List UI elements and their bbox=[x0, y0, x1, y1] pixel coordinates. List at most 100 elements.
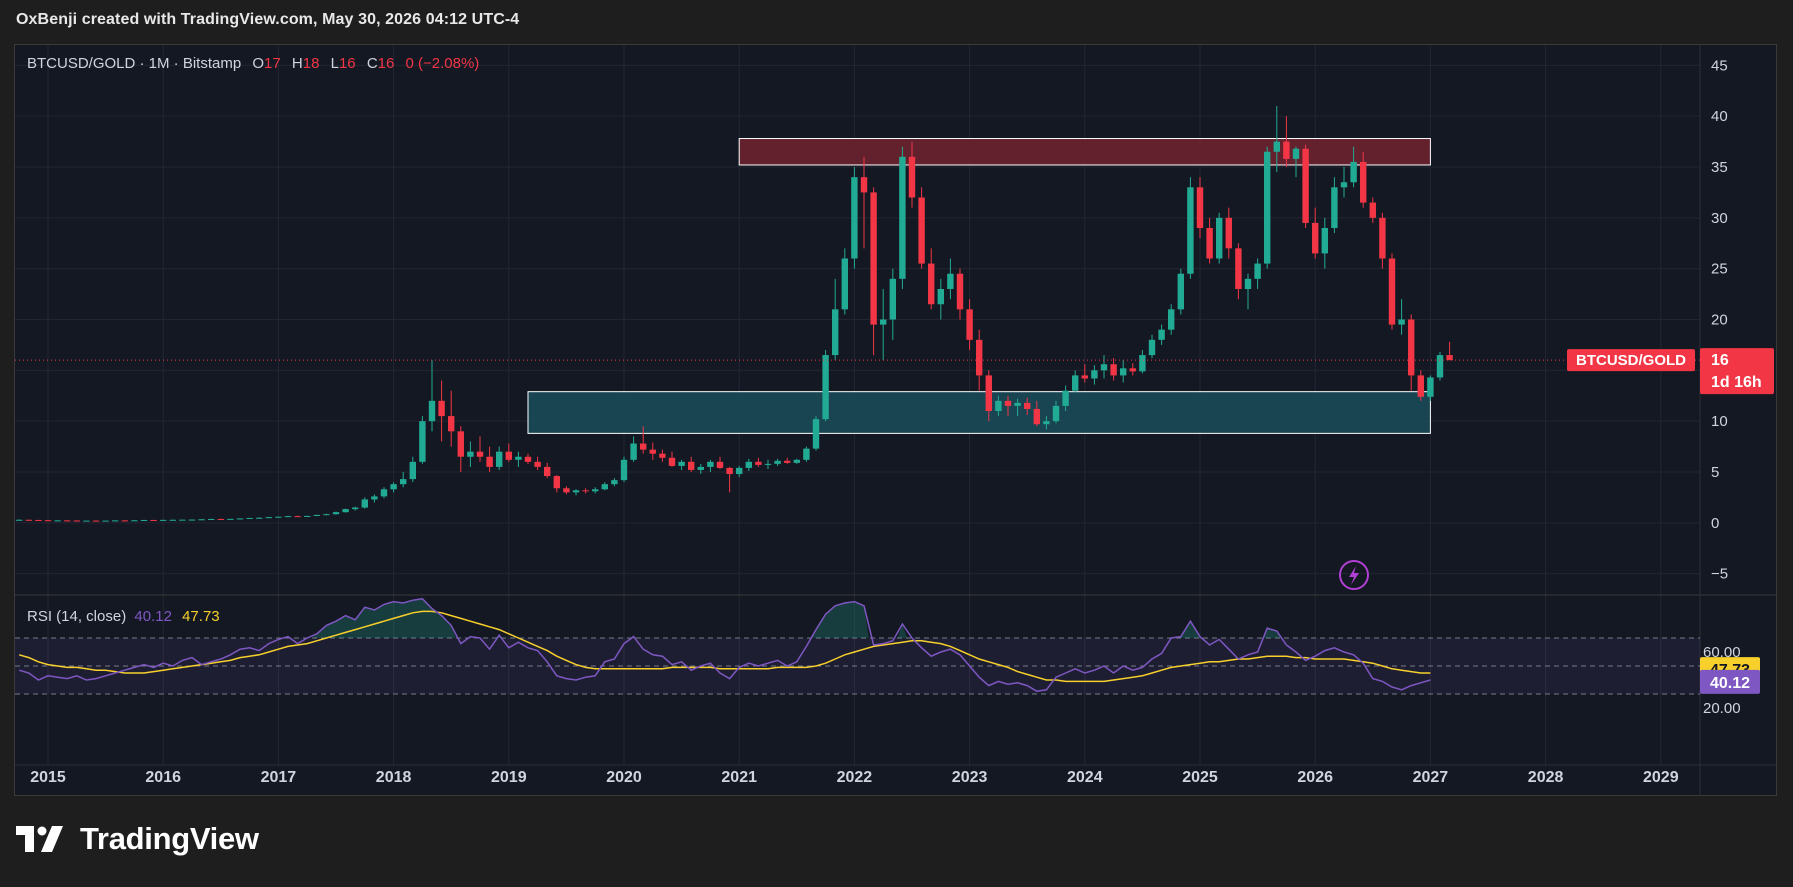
support-zone[interactable] bbox=[527, 391, 1431, 434]
candle bbox=[246, 517, 253, 519]
candle bbox=[467, 441, 474, 467]
candle bbox=[140, 519, 148, 521]
candle bbox=[688, 456, 695, 472]
lightning-icon[interactable] bbox=[1339, 560, 1369, 590]
time-tick-label: 2018 bbox=[376, 769, 412, 786]
time-tick-label: 2025 bbox=[1182, 769, 1218, 786]
candle bbox=[1014, 398, 1021, 417]
rsi-overbought-fill bbox=[1262, 628, 1282, 638]
rsi-overbought-fill bbox=[897, 624, 908, 638]
resistance-zone[interactable] bbox=[738, 138, 1431, 166]
candle bbox=[1043, 416, 1050, 430]
candle bbox=[83, 520, 90, 522]
candle-body bbox=[140, 519, 148, 521]
open-label: O bbox=[252, 55, 265, 72]
candle bbox=[1264, 146, 1271, 269]
candle bbox=[496, 446, 503, 470]
price-axis: 454035302520151050−5 bbox=[1711, 57, 1728, 582]
candle bbox=[400, 472, 407, 488]
candle-body bbox=[745, 461, 752, 468]
candle-body bbox=[380, 489, 388, 497]
candle-body bbox=[793, 459, 800, 463]
candle-body bbox=[966, 309, 973, 340]
candle-body bbox=[217, 518, 224, 520]
candle-body bbox=[707, 461, 714, 467]
candle bbox=[1446, 341, 1453, 361]
last-price-tag: 16 1d 16h bbox=[1700, 348, 1774, 395]
candle bbox=[256, 517, 263, 519]
close-value: 16 bbox=[377, 55, 395, 72]
candle bbox=[1312, 207, 1319, 259]
candle-body bbox=[160, 519, 167, 521]
candle-body bbox=[688, 461, 695, 470]
candle-body bbox=[1072, 375, 1079, 391]
candle bbox=[937, 278, 944, 320]
high-value: 18 bbox=[302, 55, 320, 72]
candle-body bbox=[1302, 148, 1309, 223]
candle bbox=[1331, 177, 1338, 234]
candle bbox=[1350, 146, 1357, 188]
candle-body bbox=[563, 488, 570, 493]
candle bbox=[505, 443, 512, 462]
rsi-name[interactable]: RSI (14, close) bbox=[27, 608, 127, 625]
candle-body bbox=[1225, 217, 1232, 249]
candle bbox=[1196, 177, 1204, 239]
candle bbox=[592, 487, 599, 494]
candle-body bbox=[102, 520, 109, 522]
rsi-line bbox=[18, 598, 1431, 692]
candle bbox=[1052, 400, 1060, 424]
candle-body bbox=[1052, 405, 1060, 422]
candle-body bbox=[35, 519, 42, 521]
tradingview-logo[interactable]: TradingView bbox=[16, 821, 259, 856]
candle-body bbox=[294, 516, 301, 518]
candle bbox=[764, 459, 772, 469]
candle bbox=[16, 519, 23, 521]
candle bbox=[102, 520, 109, 522]
candle bbox=[54, 520, 61, 522]
candle bbox=[227, 518, 234, 520]
candle bbox=[668, 451, 676, 467]
price-tick-label: 30 bbox=[1711, 210, 1728, 227]
candle-body bbox=[851, 177, 858, 259]
candle bbox=[390, 482, 397, 493]
candle-body bbox=[918, 197, 925, 264]
candle bbox=[1100, 355, 1108, 379]
candle bbox=[275, 516, 282, 518]
time-tick-label: 2017 bbox=[261, 769, 297, 786]
candle bbox=[841, 248, 848, 315]
price-tick-label: 20 bbox=[1711, 312, 1728, 329]
candle-body bbox=[1417, 375, 1424, 397]
candle-body bbox=[284, 516, 292, 518]
candle bbox=[1235, 243, 1242, 300]
candle-body bbox=[476, 451, 484, 457]
candle bbox=[995, 395, 1002, 417]
candle bbox=[803, 446, 810, 462]
price-tick-label: 40 bbox=[1711, 108, 1728, 125]
candle-body bbox=[1196, 187, 1204, 228]
candle bbox=[947, 258, 954, 300]
candle-body bbox=[496, 451, 503, 467]
candle bbox=[188, 519, 196, 521]
candle-body bbox=[668, 457, 676, 466]
low-value: 16 bbox=[338, 55, 356, 72]
time-tick-label: 2026 bbox=[1297, 769, 1333, 786]
candle bbox=[294, 515, 301, 518]
candle bbox=[1033, 400, 1040, 427]
candle bbox=[1187, 177, 1194, 279]
candle-body bbox=[832, 309, 839, 356]
candle bbox=[716, 456, 724, 469]
candle bbox=[620, 456, 628, 483]
symbol-name[interactable]: BTCUSD/GOLD · 1M · Bitstamp bbox=[27, 55, 242, 72]
candle-body bbox=[1379, 217, 1386, 259]
candle bbox=[179, 519, 186, 521]
low-label: L bbox=[330, 55, 339, 72]
candle bbox=[1302, 144, 1309, 228]
candle bbox=[1360, 151, 1367, 208]
candle-body bbox=[1187, 187, 1194, 274]
candle-body bbox=[1043, 421, 1050, 425]
candle-body bbox=[131, 520, 138, 522]
candle-body bbox=[1369, 202, 1376, 218]
candle bbox=[1168, 304, 1175, 335]
